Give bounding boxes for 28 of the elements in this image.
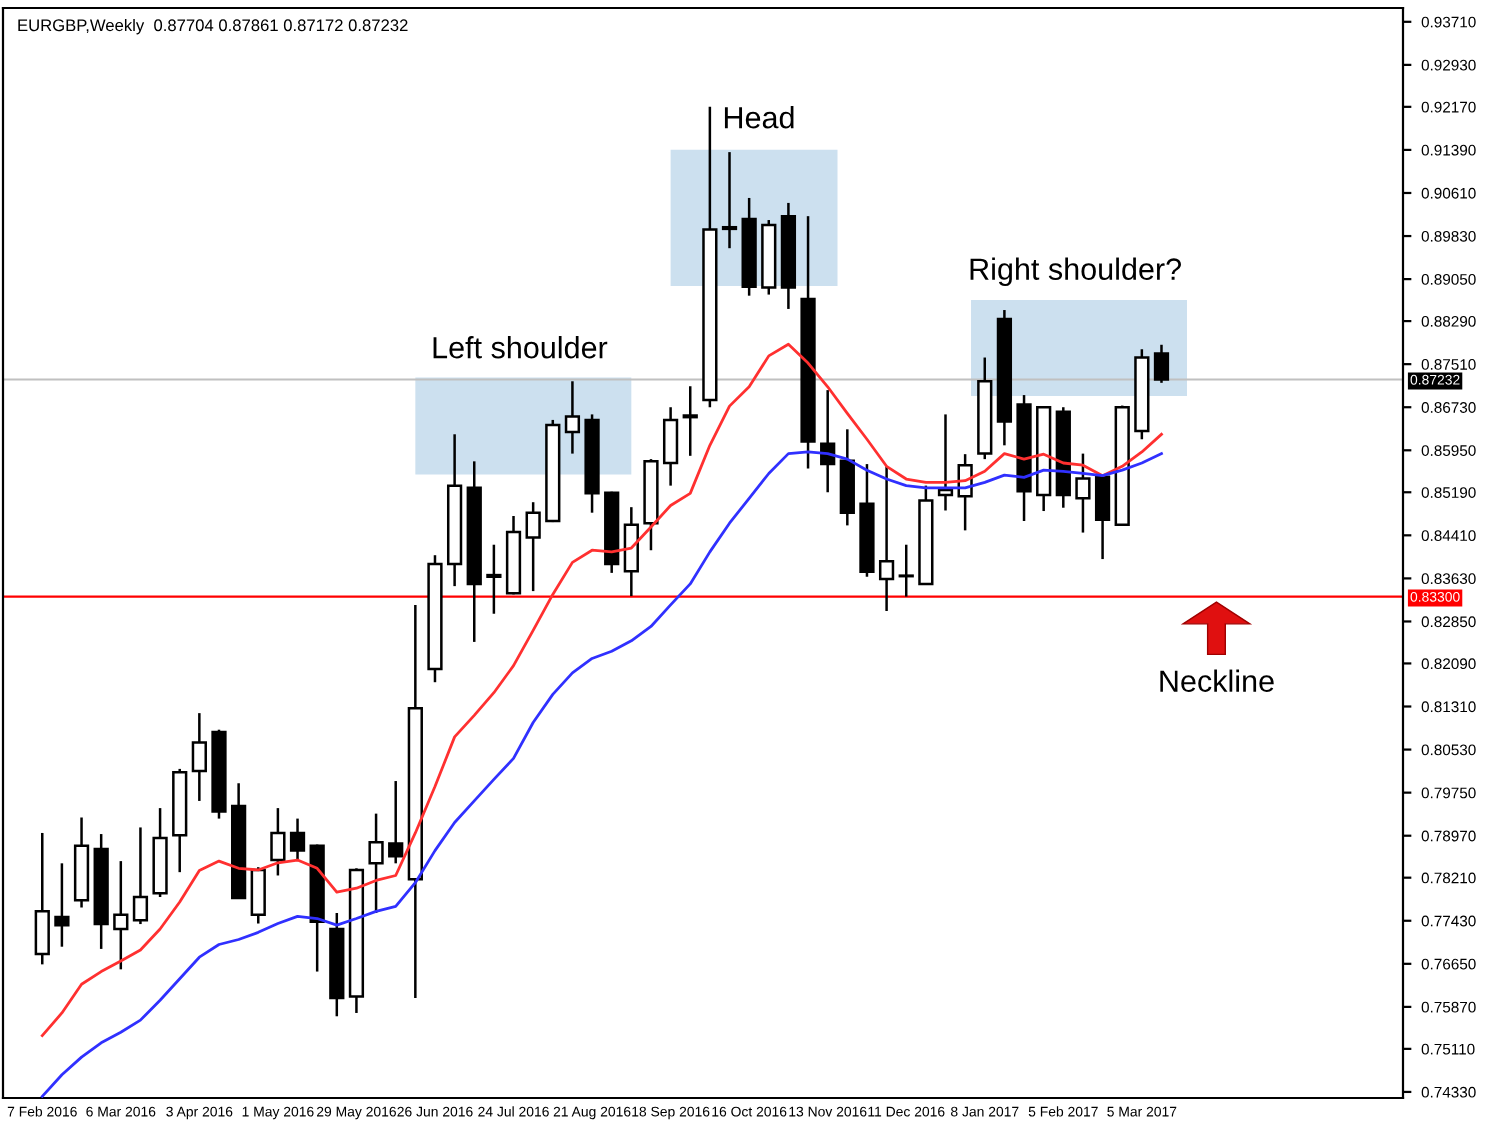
candlestick <box>250 865 266 925</box>
candlestick <box>113 859 129 971</box>
candlestick <box>1075 452 1091 534</box>
candlestick <box>388 779 404 865</box>
candlestick <box>898 543 914 598</box>
annotation: Left shoulder <box>433 336 608 359</box>
candlestick <box>34 831 50 966</box>
candlestick <box>662 405 679 487</box>
annotation: Right shoulder? <box>970 257 1181 287</box>
text: EURGBP,Weekly 0.87704 0.87861 0.87172 0.87232 <box>18 18 408 35</box>
candlestick <box>721 150 738 250</box>
candlestick <box>486 543 502 615</box>
candlestick <box>1153 343 1170 385</box>
annotation: Neckline <box>1160 669 1274 692</box>
candlestick <box>132 826 149 926</box>
candlestick <box>270 806 286 877</box>
annotation: Head <box>724 106 794 129</box>
candlestick <box>878 465 895 613</box>
candlestick <box>525 500 541 593</box>
candlestick <box>682 384 698 458</box>
candlestick <box>623 505 639 598</box>
candlestick <box>289 817 306 863</box>
candlestick <box>937 413 954 512</box>
candlestick <box>1094 474 1111 561</box>
candlestick <box>564 380 581 455</box>
candlestick <box>368 812 384 915</box>
candlestick <box>191 711 207 803</box>
candlestick <box>54 862 70 948</box>
